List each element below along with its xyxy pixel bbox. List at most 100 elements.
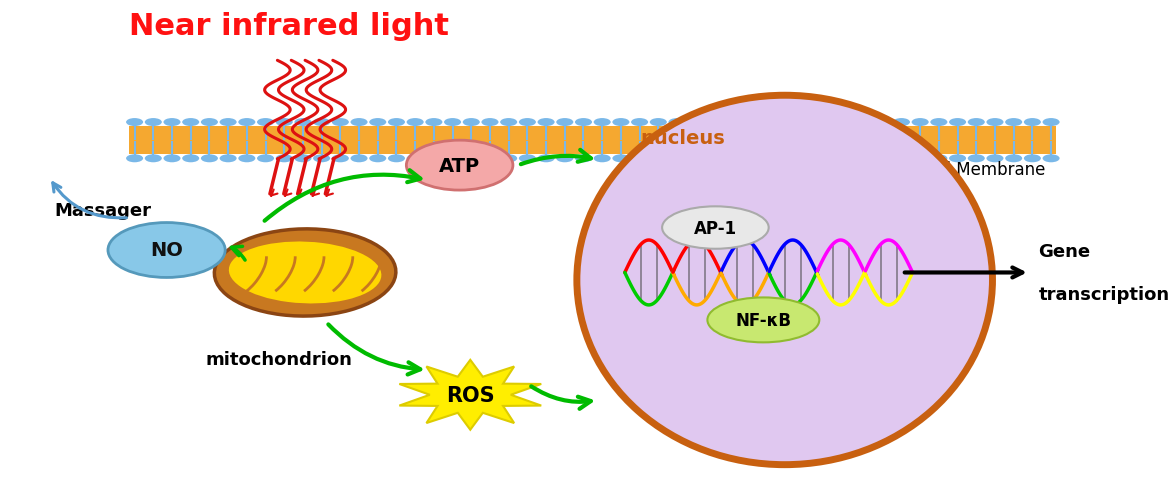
Circle shape <box>276 119 293 127</box>
Circle shape <box>650 155 667 163</box>
Ellipse shape <box>663 207 768 249</box>
Ellipse shape <box>214 229 396 317</box>
Text: Cell Membrane: Cell Membrane <box>920 161 1046 179</box>
Circle shape <box>163 119 181 127</box>
Circle shape <box>855 155 873 163</box>
Circle shape <box>350 155 368 163</box>
Text: nucleus: nucleus <box>640 129 725 148</box>
Circle shape <box>313 155 330 163</box>
Circle shape <box>575 119 592 127</box>
Circle shape <box>744 155 760 163</box>
Text: NO: NO <box>150 241 183 260</box>
Circle shape <box>501 155 517 163</box>
Circle shape <box>425 119 442 127</box>
Text: ATP: ATP <box>439 156 481 175</box>
Circle shape <box>949 155 966 163</box>
Circle shape <box>799 119 817 127</box>
Circle shape <box>463 119 479 127</box>
Circle shape <box>799 155 817 163</box>
Circle shape <box>968 119 985 127</box>
Circle shape <box>612 155 630 163</box>
Circle shape <box>425 155 442 163</box>
Circle shape <box>537 155 555 163</box>
Circle shape <box>145 119 162 127</box>
Circle shape <box>1005 119 1022 127</box>
Circle shape <box>931 155 947 163</box>
Circle shape <box>163 155 181 163</box>
Text: mitochondrion: mitochondrion <box>204 350 351 368</box>
Circle shape <box>855 119 873 127</box>
Circle shape <box>687 155 704 163</box>
Circle shape <box>331 119 349 127</box>
Circle shape <box>763 119 779 127</box>
Circle shape <box>1023 155 1041 163</box>
Circle shape <box>257 155 274 163</box>
Circle shape <box>725 155 741 163</box>
Ellipse shape <box>577 96 993 465</box>
Circle shape <box>1023 119 1041 127</box>
Circle shape <box>519 119 536 127</box>
Circle shape <box>126 155 143 163</box>
Circle shape <box>968 155 985 163</box>
Circle shape <box>556 155 573 163</box>
Circle shape <box>893 119 909 127</box>
Circle shape <box>987 155 1003 163</box>
Circle shape <box>182 155 200 163</box>
Circle shape <box>519 155 536 163</box>
Circle shape <box>631 155 649 163</box>
Circle shape <box>444 155 461 163</box>
Text: NF-κB: NF-κB <box>736 311 791 329</box>
Circle shape <box>818 119 835 127</box>
Circle shape <box>874 155 892 163</box>
Circle shape <box>257 119 274 127</box>
Circle shape <box>350 119 368 127</box>
Circle shape <box>912 155 928 163</box>
Circle shape <box>818 155 835 163</box>
Circle shape <box>388 155 405 163</box>
Text: Gene: Gene <box>1039 242 1090 261</box>
Bar <box>129 127 1056 155</box>
Circle shape <box>669 155 685 163</box>
Circle shape <box>295 119 311 127</box>
Circle shape <box>912 119 928 127</box>
Text: ROS: ROS <box>446 385 495 405</box>
Circle shape <box>987 119 1003 127</box>
Circle shape <box>780 119 798 127</box>
Circle shape <box>482 119 498 127</box>
Circle shape <box>593 119 611 127</box>
Circle shape <box>706 119 723 127</box>
Circle shape <box>369 119 387 127</box>
Ellipse shape <box>229 242 382 304</box>
Circle shape <box>145 155 162 163</box>
Circle shape <box>201 155 217 163</box>
Text: Massager: Massager <box>55 202 152 219</box>
Circle shape <box>239 119 255 127</box>
Circle shape <box>407 119 424 127</box>
Circle shape <box>931 119 947 127</box>
Circle shape <box>501 119 517 127</box>
Circle shape <box>687 119 704 127</box>
Circle shape <box>612 119 630 127</box>
Text: Near infrared light: Near infrared light <box>129 12 449 41</box>
Circle shape <box>331 155 349 163</box>
Circle shape <box>444 119 461 127</box>
Ellipse shape <box>707 298 819 343</box>
Circle shape <box>276 155 293 163</box>
Circle shape <box>780 155 798 163</box>
Text: transcription: transcription <box>1039 286 1169 303</box>
Circle shape <box>220 155 236 163</box>
Circle shape <box>593 155 611 163</box>
Circle shape <box>126 119 143 127</box>
Circle shape <box>763 155 779 163</box>
Circle shape <box>537 119 555 127</box>
Circle shape <box>313 119 330 127</box>
Circle shape <box>874 119 892 127</box>
Circle shape <box>556 119 573 127</box>
Circle shape <box>407 155 424 163</box>
Circle shape <box>837 119 854 127</box>
Circle shape <box>837 155 854 163</box>
Circle shape <box>893 155 909 163</box>
Circle shape <box>1005 155 1022 163</box>
Circle shape <box>744 119 760 127</box>
Circle shape <box>725 119 741 127</box>
